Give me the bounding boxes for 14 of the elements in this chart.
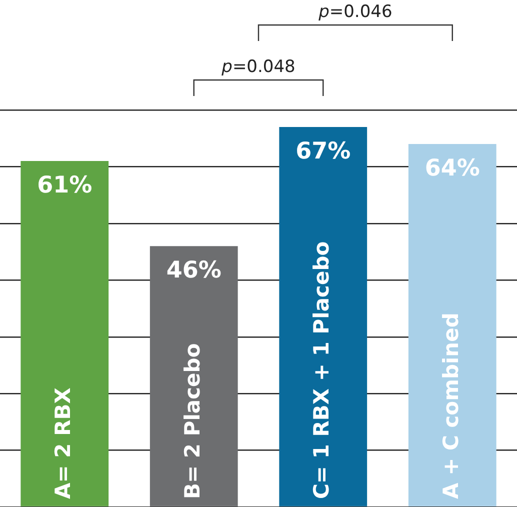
x-tick-label: A= 2 RBX xyxy=(51,388,76,499)
x-tick-label: C= 1 RBX + 1 Placebo xyxy=(310,241,334,499)
bar xyxy=(150,246,238,506)
bar xyxy=(20,161,109,506)
x-tick-label: A + C combined xyxy=(438,312,463,499)
data-label: 61% xyxy=(37,172,92,199)
x-tick-label: B= 2 Placebo xyxy=(180,343,204,499)
text: p=0.046 xyxy=(318,2,392,22)
data-label: 46% xyxy=(166,258,222,284)
data-label: 67% xyxy=(296,138,351,164)
bar xyxy=(279,127,368,506)
text: p=0.048 xyxy=(220,56,296,77)
bar xyxy=(408,144,496,506)
data-label: 64% xyxy=(424,155,480,182)
